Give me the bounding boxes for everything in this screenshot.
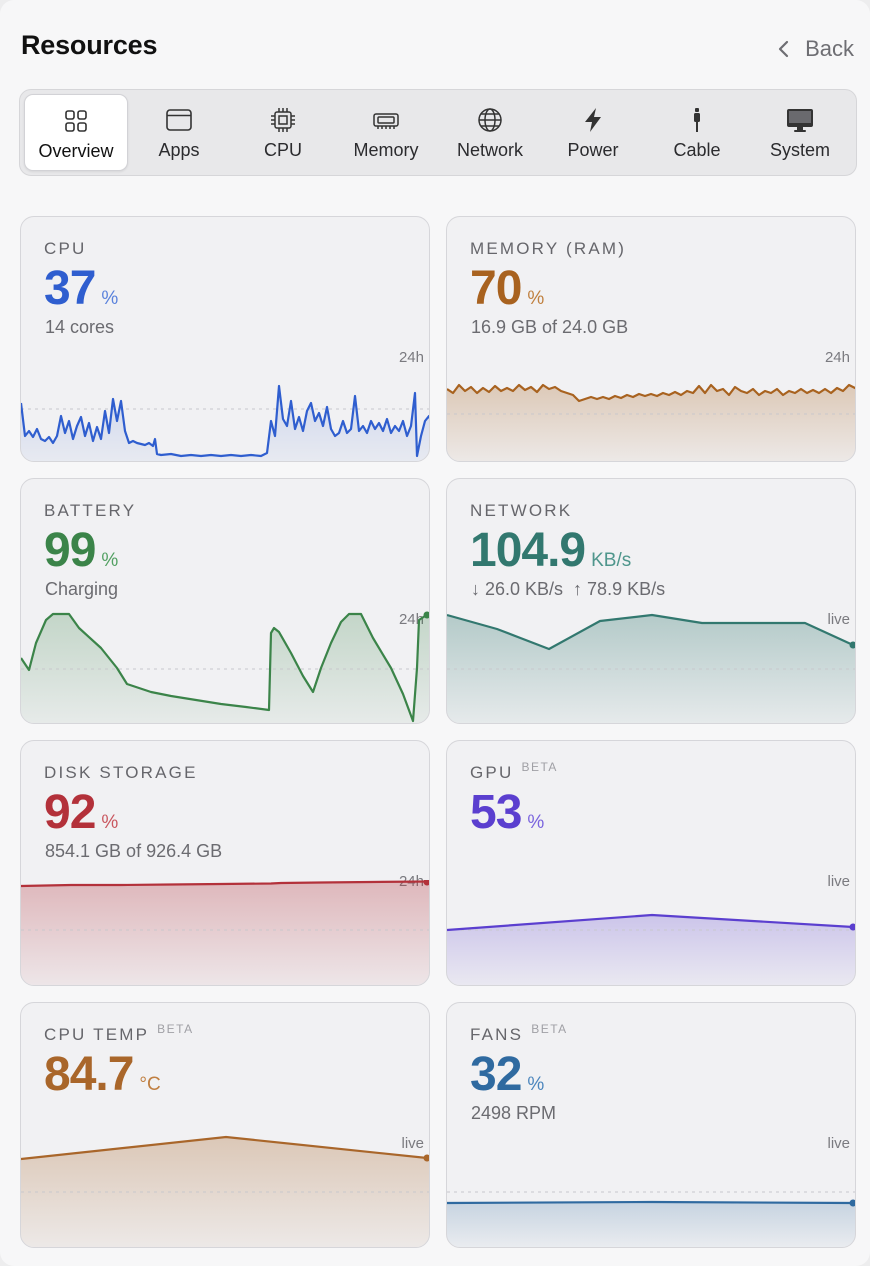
- cpu-temp-latest-point: [423, 1154, 429, 1162]
- time-range-label: live: [827, 873, 850, 890]
- card-subtext: 14 cores: [45, 317, 115, 337]
- tab-system[interactable]: System: [748, 94, 852, 171]
- globe-icon: [476, 106, 504, 134]
- gpu-sparkline: [447, 913, 855, 985]
- card-label: MEMORY (RAM): [470, 239, 627, 258]
- card-value: 32%: [470, 1048, 545, 1101]
- back-label: Back: [805, 36, 854, 61]
- tab-label: System: [769, 140, 830, 160]
- card-subtext: 2498 RPM: [471, 1103, 557, 1123]
- fans-sparkline: [447, 1191, 855, 1247]
- tab-label: Memory: [353, 140, 419, 160]
- card-value: 37%: [44, 262, 119, 315]
- tab-cable[interactable]: Cable: [645, 94, 749, 171]
- tab-overview[interactable]: Overview: [24, 94, 128, 171]
- time-range-label: 24h: [398, 349, 424, 366]
- battery-sparkline: [21, 611, 429, 723]
- tab-power[interactable]: Power: [541, 94, 645, 171]
- card-subtext: 16.9 GB of 24.0 GB: [471, 317, 629, 337]
- tab-label: Overview: [38, 141, 114, 161]
- time-range-label: 24h: [824, 349, 850, 366]
- tab-label: Network: [456, 140, 523, 160]
- battery-card[interactable]: BATTERY 99% Charging 24h: [20, 478, 430, 724]
- card-value: 99%: [44, 524, 119, 577]
- cpu-temp-card[interactable]: CPU TEMP BETA 84.7 °C live: [20, 1002, 430, 1248]
- tab-apps[interactable]: Apps: [127, 94, 231, 171]
- memory-icon: [372, 106, 400, 134]
- gpu-card[interactable]: GPU BETA 53% live: [446, 740, 856, 986]
- beta-badge: BETA: [157, 1022, 194, 1036]
- card-label: GPU BETA: [470, 760, 558, 782]
- beta-badge: BETA: [521, 760, 558, 774]
- card-label: CPU TEMP BETA: [44, 1022, 194, 1044]
- disk-sparkline: [21, 880, 429, 985]
- card-value: 70%: [470, 262, 545, 315]
- memory-sparkline: [447, 383, 855, 461]
- header: Resources Back: [21, 30, 854, 66]
- card-value: 53%: [470, 786, 545, 839]
- chip-icon: [269, 106, 297, 134]
- time-range-label: live: [401, 1135, 424, 1152]
- card-subtext: ↓ 26.0 KB/s ↑ 78.9 KB/s: [471, 579, 666, 599]
- tab-cpu[interactable]: CPU: [231, 94, 335, 171]
- memory-card[interactable]: MEMORY (RAM) 70% 16.9 GB of 24.0 GB 24h: [446, 216, 856, 462]
- tab-network[interactable]: Network: [438, 94, 542, 171]
- fans-latest-point: [849, 1199, 855, 1207]
- back-button[interactable]: Back: [773, 36, 854, 62]
- page-title: Resources: [21, 30, 158, 60]
- time-range-label: live: [827, 611, 850, 628]
- window-icon: [165, 106, 193, 134]
- card-label: CPU: [44, 239, 87, 258]
- disk-card[interactable]: DISK STORAGE 92% 854.1 GB of 926.4 GB 24…: [20, 740, 430, 986]
- battery-latest-point: [423, 611, 429, 619]
- network-latest-point: [849, 641, 855, 649]
- network-sparkline: [447, 613, 855, 723]
- cpu-temp-sparkline: [21, 1135, 429, 1247]
- cpu-sparkline: [21, 384, 429, 461]
- card-value: 104.9 KB/s: [470, 524, 632, 577]
- tab-label: Apps: [158, 140, 200, 160]
- chevron-left-icon: [778, 40, 789, 58]
- card-subtext: Charging: [45, 579, 119, 599]
- time-range-label: live: [827, 1135, 850, 1152]
- card-subtext: 854.1 GB of 926.4 GB: [45, 841, 223, 861]
- tab-label: Cable: [673, 140, 721, 160]
- beta-badge: BETA: [531, 1022, 568, 1036]
- tab-label: CPU: [263, 140, 302, 160]
- network-card[interactable]: NETWORK 104.9 KB/s ↓ 26.0 KB/s ↑ 78.9 KB/…: [446, 478, 856, 724]
- fans-card[interactable]: FANS BETA 32% 2498 RPM live: [446, 1002, 856, 1248]
- bolt-icon: [579, 106, 607, 134]
- gpu-latest-point: [849, 923, 855, 931]
- time-range-label: 24h: [398, 611, 424, 628]
- tab-bar: Overview Apps CPU Memory Network Power C…: [19, 89, 857, 176]
- card-label: FANS BETA: [470, 1022, 568, 1044]
- card-value: 92%: [44, 786, 119, 839]
- monitor-icon: [786, 106, 814, 134]
- card-label: DISK STORAGE: [44, 763, 198, 782]
- card-value: 84.7 °C: [44, 1048, 161, 1101]
- cable-icon: [683, 106, 711, 134]
- tab-memory[interactable]: Memory: [334, 94, 438, 171]
- card-label: BATTERY: [44, 501, 137, 520]
- tab-label: Power: [567, 140, 619, 160]
- card-label: NETWORK: [470, 501, 573, 520]
- cpu-card[interactable]: CPU 37% 14 cores 24h: [20, 216, 430, 462]
- disk-latest-point: [423, 880, 429, 886]
- grid-icon: [62, 107, 90, 135]
